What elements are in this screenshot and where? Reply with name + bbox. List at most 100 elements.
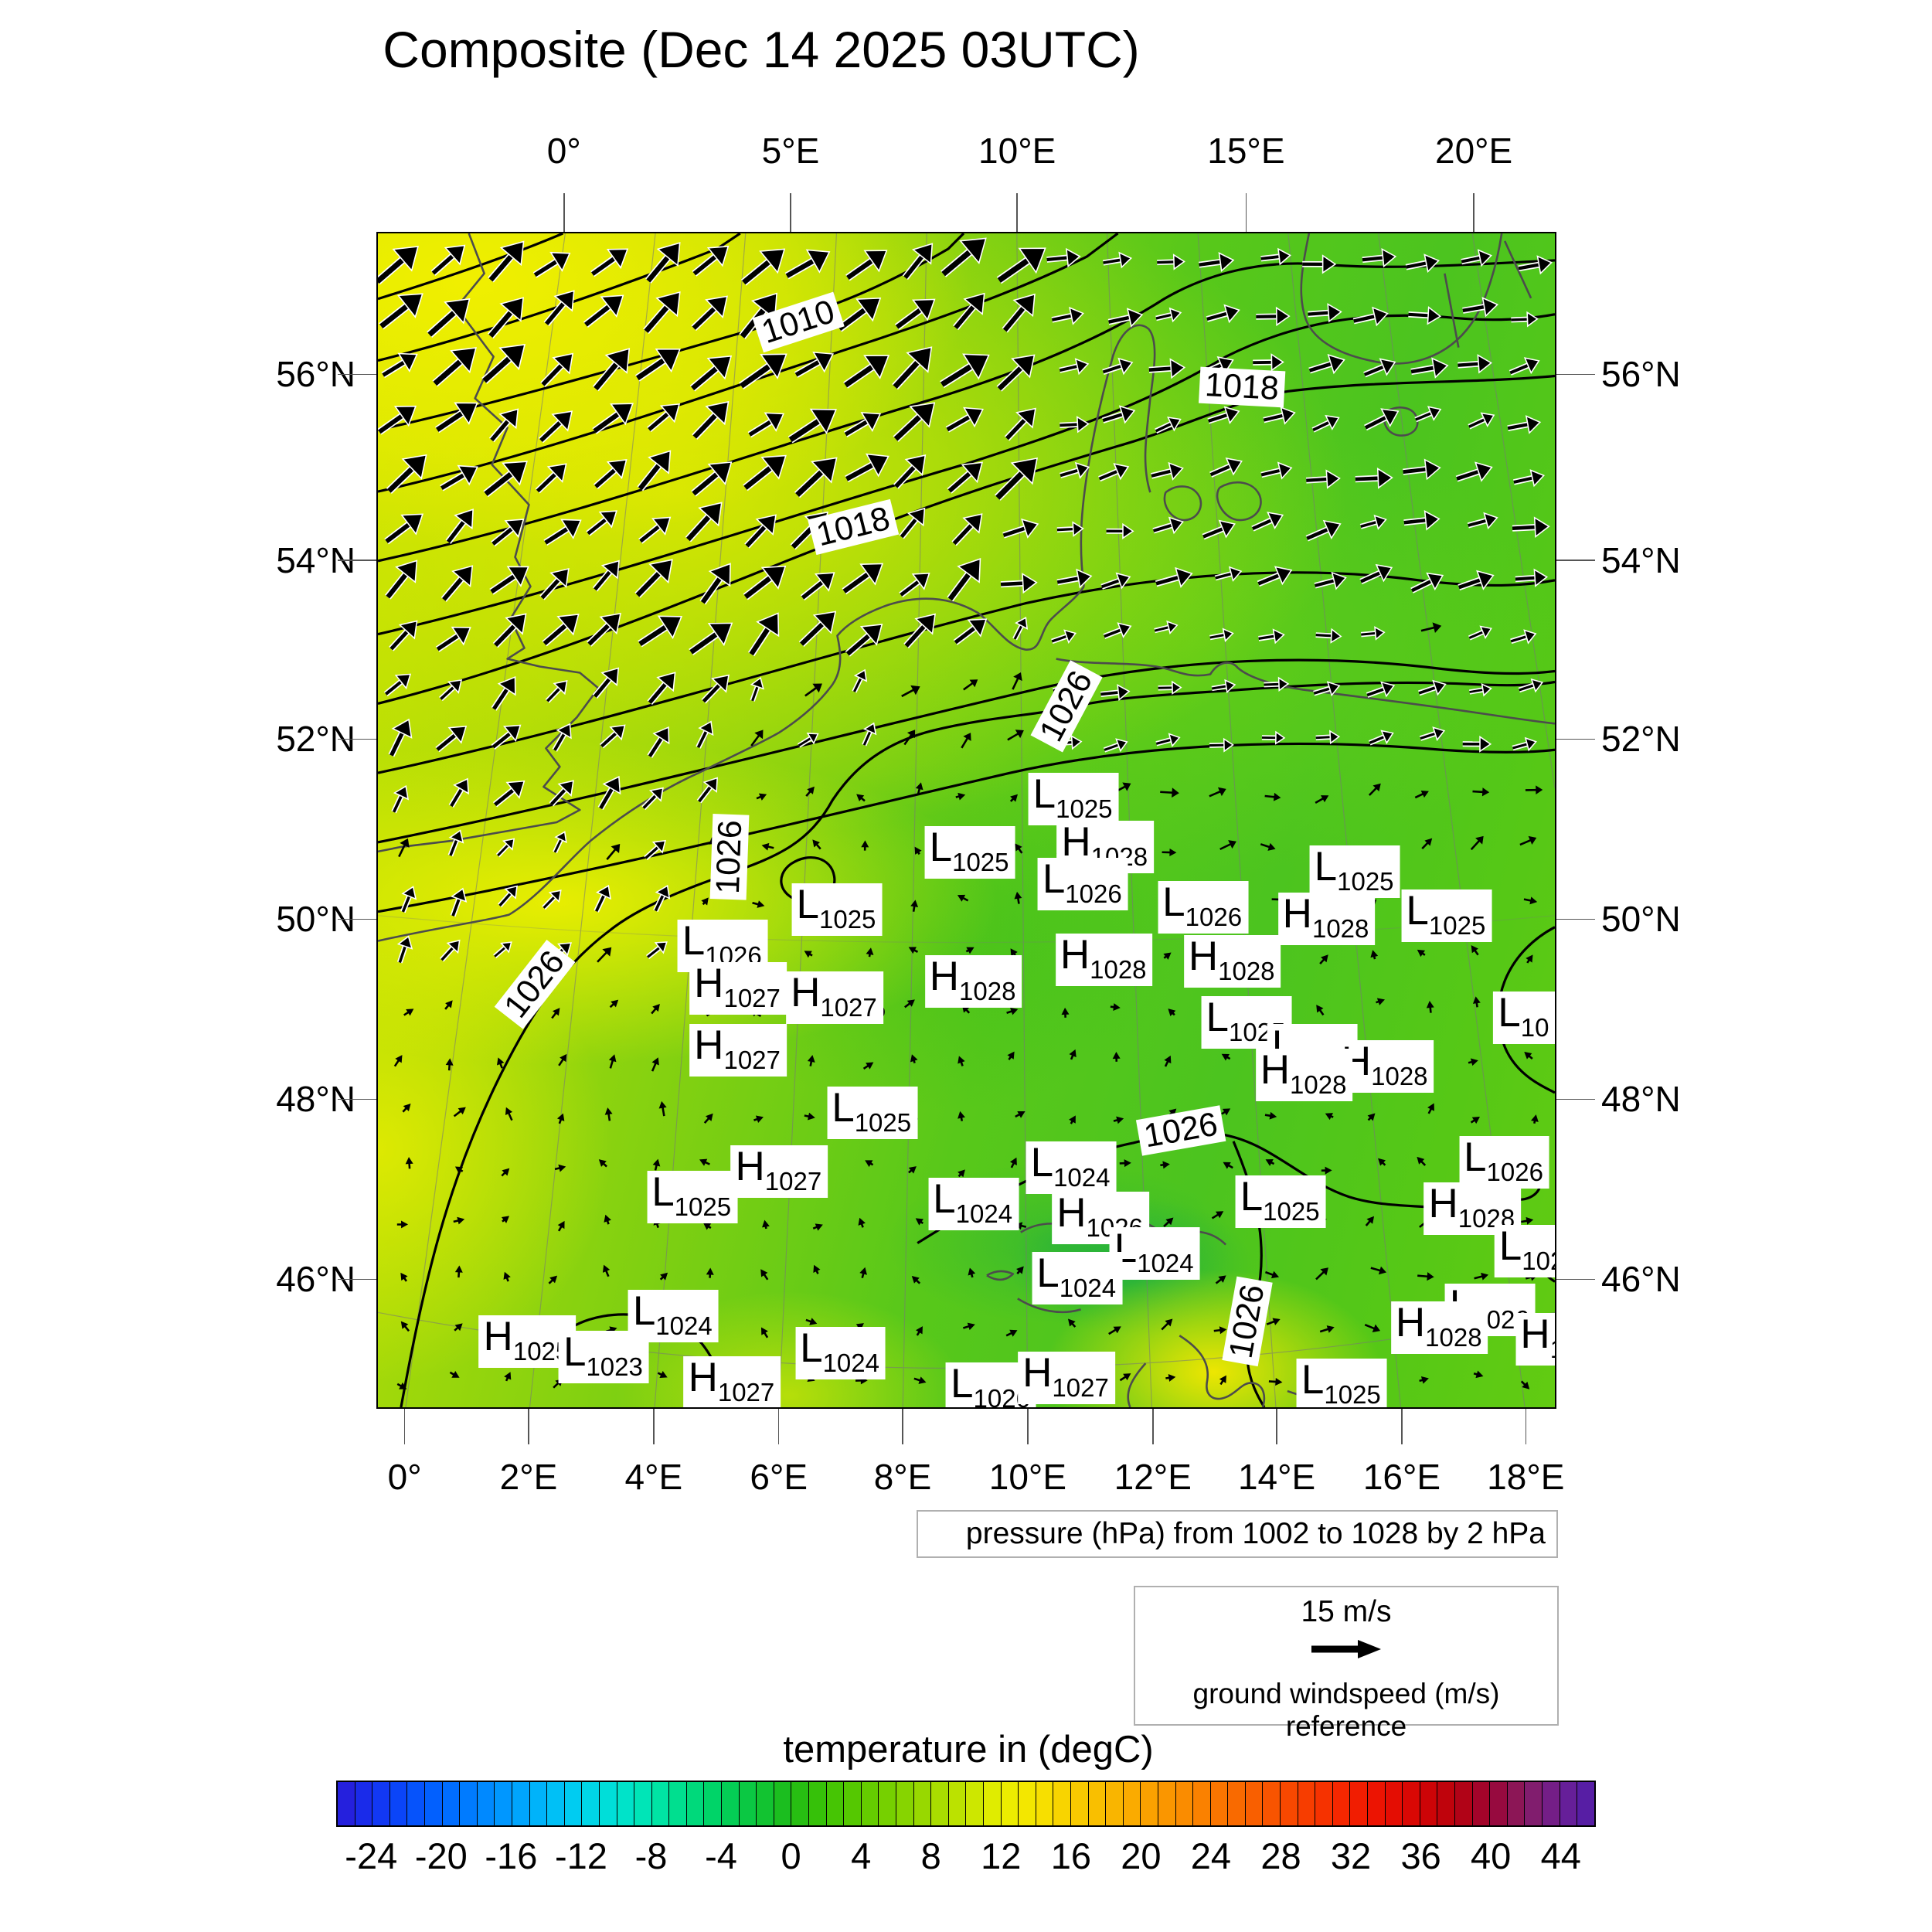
colorbar-tick-label: -20	[414, 1835, 468, 1876]
colorbar-segment	[338, 1782, 355, 1825]
colorbar-segment	[1315, 1782, 1333, 1825]
colorbar-segment	[1019, 1782, 1036, 1825]
axis-tick	[790, 193, 791, 232]
colorbar-segment	[1385, 1782, 1403, 1825]
axis-tick	[777, 1409, 780, 1444]
marker-value: 1025	[1056, 794, 1113, 824]
colorbar-segment	[634, 1782, 652, 1825]
axis-tick	[1556, 1098, 1595, 1100]
colorbar-segment	[477, 1782, 495, 1825]
marker-letter: L	[1301, 1357, 1325, 1403]
colorbar-segment	[1053, 1782, 1071, 1825]
pressure-marker-low: L1024	[795, 1327, 886, 1380]
colorbar-segment	[547, 1782, 565, 1825]
colorbar-segment	[1175, 1782, 1194, 1825]
axis-tick	[338, 560, 376, 561]
axis-label-bottom: 8°E	[873, 1457, 932, 1497]
marker-value: 1025	[1337, 867, 1394, 896]
colorbar-segment	[826, 1782, 845, 1825]
marker-value: 1025	[674, 1192, 732, 1222]
axis-label-bottom: 4°E	[624, 1457, 683, 1497]
marker-value: 1025	[952, 847, 1009, 876]
colorbar-segment	[1281, 1782, 1298, 1825]
axis-tick	[338, 373, 376, 376]
marker-letter: L	[1464, 1134, 1487, 1180]
marker-value: 10	[1520, 1012, 1549, 1042]
marker-letter: L	[951, 1360, 974, 1406]
axis-tick	[1473, 193, 1475, 232]
marker-letter: L	[1314, 844, 1338, 890]
colorbar-segment	[1036, 1782, 1054, 1825]
colorbar-segment	[1560, 1782, 1578, 1825]
colorbar-segment	[1542, 1782, 1560, 1825]
marker-value: 1027	[723, 983, 781, 1012]
pressure-marker-high: H10	[1515, 1312, 1555, 1366]
marker-value: 1028	[959, 976, 1016, 1005]
temperature-colorbar	[336, 1781, 1596, 1827]
colorbar-segment	[1245, 1782, 1264, 1825]
axis-label-top: 15°E	[1207, 131, 1285, 171]
marker-letter: L	[563, 1328, 587, 1375]
colorbar-segment	[983, 1782, 1002, 1825]
pressure-marker-high: H1028	[1336, 1040, 1434, 1094]
colorbar-segment	[1455, 1782, 1473, 1825]
colorbar-segment	[844, 1782, 862, 1825]
colorbar-segment	[372, 1782, 390, 1825]
marker-letter: H	[791, 969, 821, 1015]
marker-value: 1025	[1263, 1197, 1320, 1226]
axis-label-bottom: 0°	[387, 1457, 422, 1497]
marker-value: 1028	[1290, 1070, 1347, 1100]
colorbar-segment	[774, 1782, 792, 1825]
colorbar-segment	[512, 1782, 530, 1825]
axis-label-bottom: 6°E	[750, 1457, 808, 1497]
colorbar-tick-label: 24	[1190, 1835, 1232, 1876]
axis-tick	[1401, 1409, 1403, 1444]
marker-letter: L	[933, 1176, 956, 1223]
colorbar-tick-label: 8	[920, 1835, 941, 1876]
axis-label-bottom: 2°E	[499, 1457, 558, 1497]
colorbar-segment	[1070, 1782, 1089, 1825]
axis-label-bottom: 10°E	[988, 1457, 1067, 1497]
pressure-marker-low: L1026	[1158, 879, 1249, 934]
colorbar-segment	[966, 1782, 984, 1825]
colorbar-tick-label: -16	[485, 1835, 538, 1876]
pressure-marker-high: H1028	[1277, 893, 1376, 946]
pressure-marker-low: L1026	[1037, 857, 1128, 910]
pressure-marker-high: H1027	[689, 1024, 787, 1077]
colorbar-segment	[582, 1782, 600, 1825]
colorbar-segment	[1001, 1782, 1019, 1825]
page-title: Composite (Dec 14 2025 03UTC)	[383, 21, 1140, 78]
colorbar-segment	[1368, 1782, 1386, 1825]
marker-letter: H	[1188, 933, 1219, 979]
marker-value: 1023	[586, 1352, 643, 1381]
marker-value: 1028	[1371, 1062, 1428, 1091]
marker-letter: L	[1032, 771, 1056, 818]
marker-letter: L	[651, 1169, 675, 1216]
marker-value: 102	[1522, 1246, 1555, 1275]
colorbar-segment	[1123, 1782, 1141, 1825]
marker-letter: L	[1162, 879, 1185, 925]
axis-tick	[1525, 1409, 1527, 1444]
pressure-marker-high: H1027	[683, 1356, 781, 1407]
colorbar-tick-label: 36	[1400, 1835, 1441, 1876]
axis-label-right: 48°N	[1601, 1079, 1681, 1120]
axis-tick	[1245, 193, 1247, 232]
colorbar-segment	[1472, 1782, 1491, 1825]
marker-value: 1028	[1218, 956, 1275, 985]
colorbar-segment	[1577, 1782, 1594, 1825]
marker-letter: L	[929, 824, 953, 870]
pressure-marker-high: H1028	[924, 954, 1022, 1008]
pressure-marker-low: L1024	[1032, 1251, 1123, 1304]
axis-label-top: 5°E	[761, 131, 820, 171]
axis-label-right: 56°N	[1601, 354, 1681, 395]
axis-tick	[563, 193, 565, 232]
colorbar-segment	[669, 1782, 687, 1825]
axis-label-top: 10°E	[978, 131, 1056, 171]
colorbar-segment	[757, 1782, 774, 1825]
pressure-marker-low: L1025	[827, 1086, 918, 1139]
marker-value: 1024	[955, 1199, 1013, 1229]
axis-label-bottom: 14°E	[1237, 1457, 1316, 1497]
axis-tick	[1556, 1278, 1595, 1281]
colorbar-segment	[809, 1782, 827, 1825]
colorbar-tick-label: -24	[345, 1835, 398, 1876]
